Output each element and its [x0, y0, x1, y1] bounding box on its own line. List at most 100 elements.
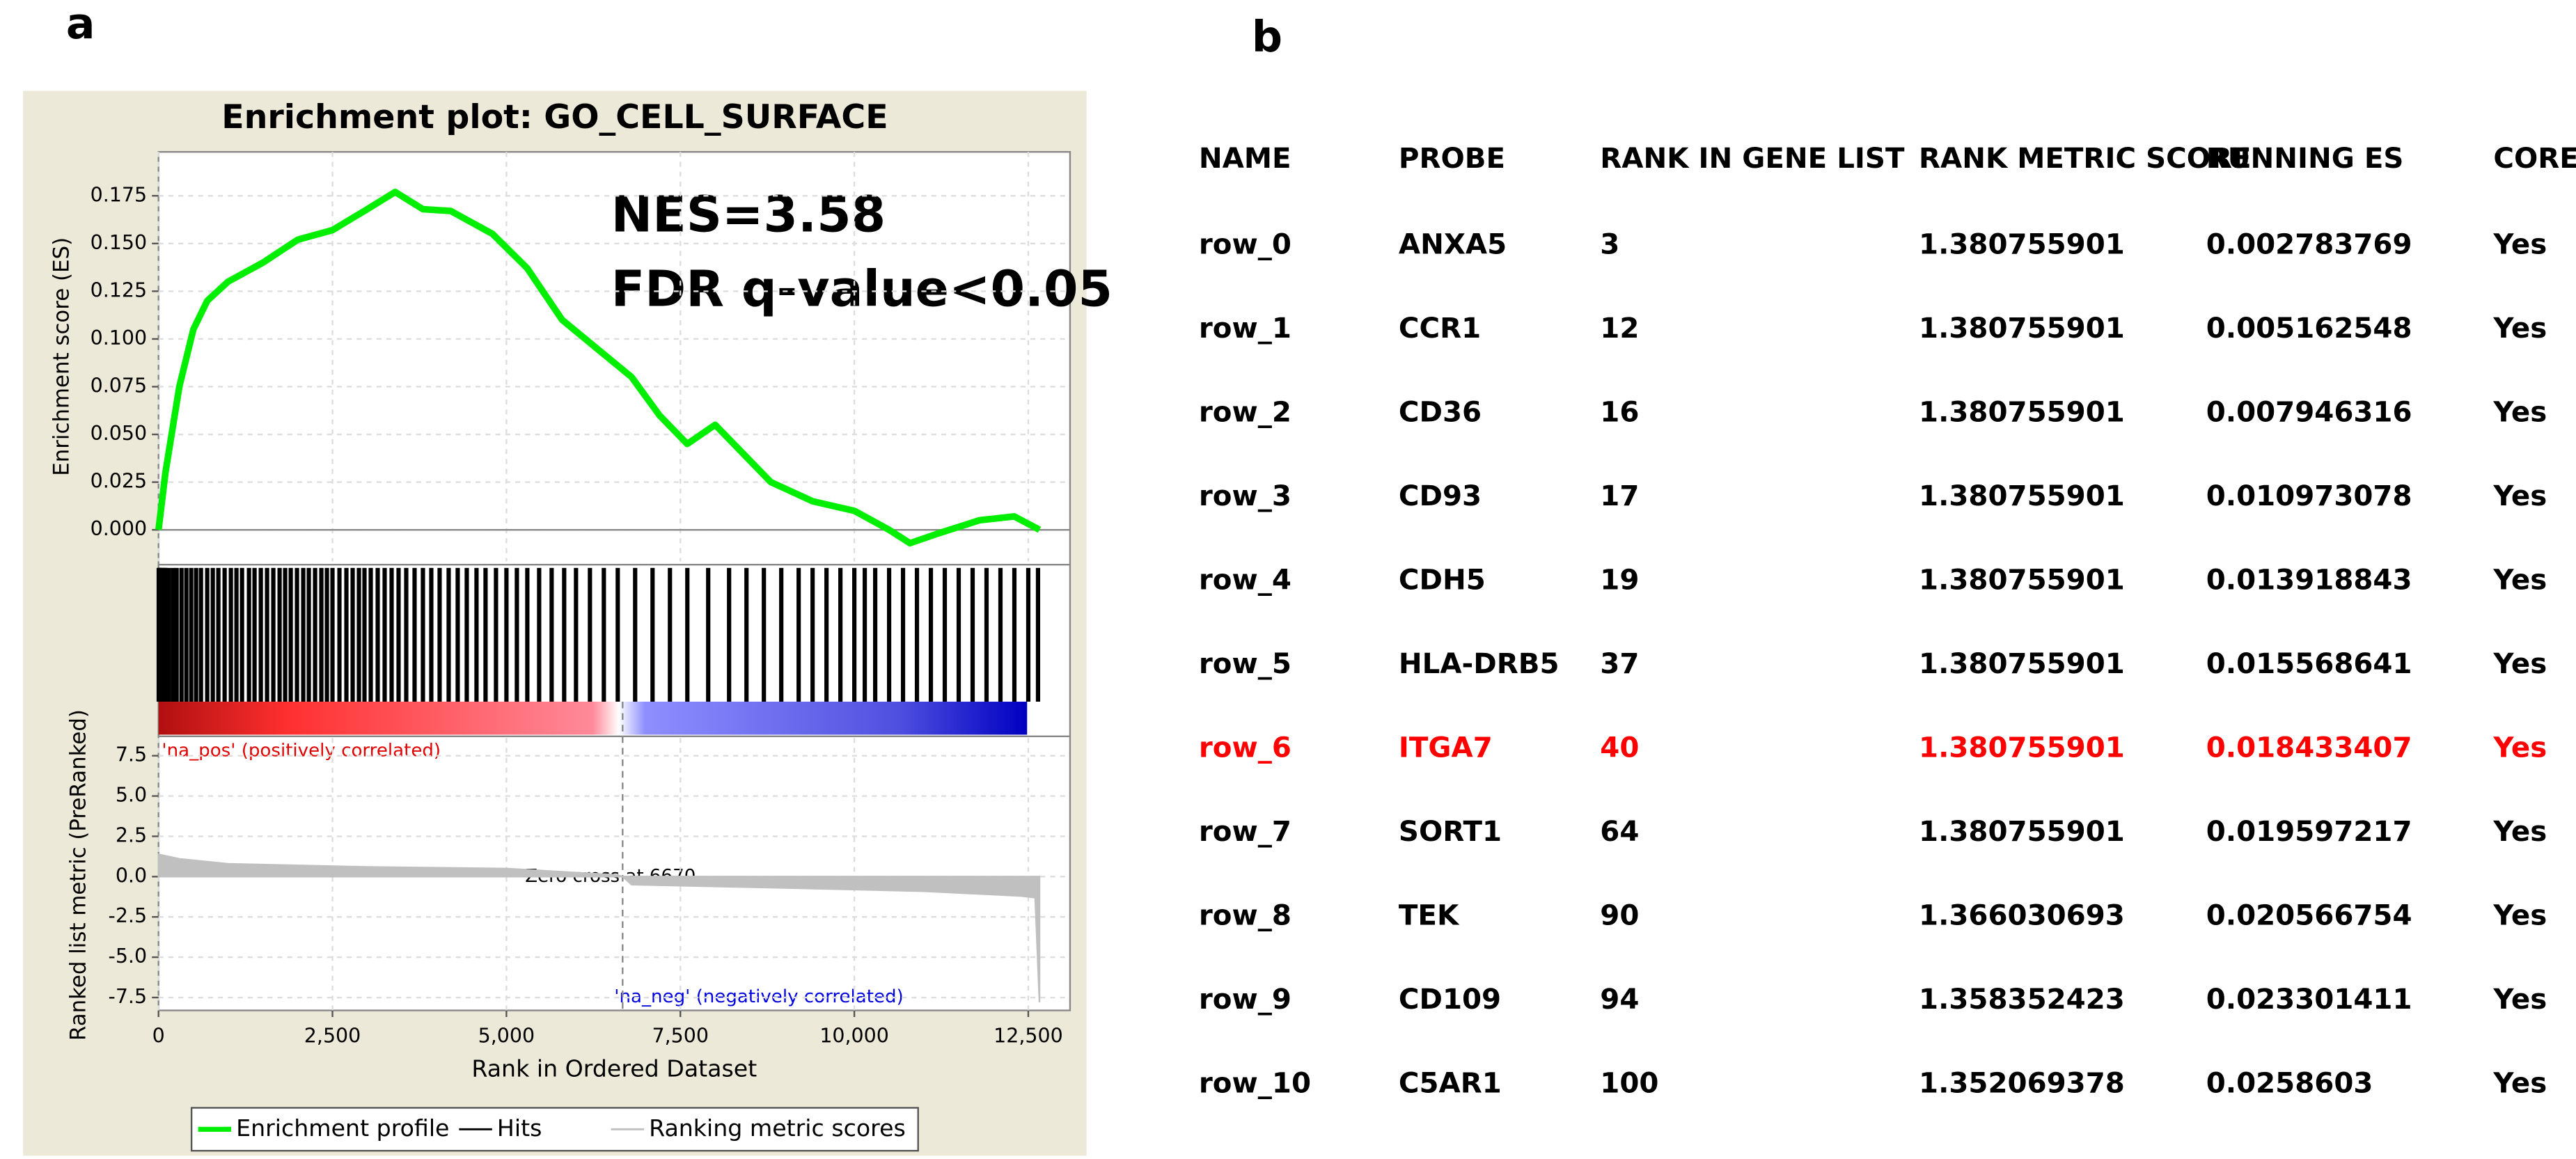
- y-tick-label: 0.000: [91, 517, 147, 540]
- table-header: RANK METRIC SCORE: [1919, 142, 2252, 175]
- color-bar: [158, 702, 1028, 735]
- table-cell: 1.380755901: [1919, 312, 2125, 345]
- metric-area: [157, 853, 1041, 1002]
- table-cell: CD93: [1399, 480, 1482, 512]
- x-tick-label: 7,500: [652, 1024, 709, 1047]
- table-cell: Yes: [2492, 312, 2547, 345]
- x-tick-label: 0: [152, 1024, 165, 1047]
- table-cell: Yes: [2492, 563, 2547, 596]
- table-cell: CD109: [1399, 983, 1501, 1016]
- table-cell: TEK: [1399, 899, 1460, 931]
- y-tick-label: 0.075: [91, 374, 147, 397]
- table-cell: row_8: [1199, 899, 1291, 931]
- table-cell: row_4: [1199, 563, 1291, 596]
- table-cell: 1.380755901: [1919, 815, 2125, 848]
- table-cell: Yes: [2492, 1066, 2547, 1099]
- table-cell: 0.0258603: [2206, 1066, 2373, 1099]
- table-cell: 64: [1600, 815, 1639, 848]
- table-cell: 0.005162548: [2206, 312, 2412, 345]
- table-cell: 37: [1600, 647, 1639, 680]
- chart-title: Enrichment plot: GO_CELL_SURFACE: [221, 98, 888, 136]
- table-cell: Yes: [2492, 815, 2547, 848]
- y-tick-label: 0.100: [91, 326, 147, 349]
- table-cell: CDH5: [1399, 563, 1486, 596]
- y2-tick-label: 2.5: [116, 823, 147, 846]
- table-cell: Yes: [2492, 647, 2547, 680]
- table-cell: 1.380755901: [1919, 395, 2125, 428]
- table-cell: row_1: [1199, 312, 1291, 345]
- table-cell: HLA-DRB5: [1399, 647, 1560, 680]
- y-tick-label: 0.125: [91, 278, 147, 301]
- table-cell: row_10: [1199, 1066, 1311, 1099]
- table-cell: 12: [1600, 312, 1639, 345]
- table-cell: C5AR1: [1399, 1066, 1502, 1099]
- table-cell: 16: [1600, 395, 1639, 428]
- table-cell: 1.366030693: [1919, 899, 2125, 931]
- table-cell: 1.358352423: [1919, 983, 2125, 1016]
- table-cell: 1.380755901: [1919, 731, 2125, 764]
- legend: [190, 1107, 919, 1152]
- table-cell: SORT1: [1399, 815, 1502, 848]
- x-tick-label: 2,500: [304, 1024, 361, 1047]
- y2-axis-label: Ranked list metric (PreRanked): [65, 709, 91, 1041]
- table-cell: row_7: [1199, 815, 1291, 848]
- table-cell: 1.380755901: [1919, 480, 2125, 512]
- table-cell: row_2: [1199, 395, 1291, 428]
- y-tick-label: 0.175: [91, 183, 147, 206]
- table-cell: Yes: [2492, 983, 2547, 1016]
- annotation: FDR q-value<0.05: [611, 260, 1113, 317]
- y2-tick-label: 0.0: [116, 864, 147, 887]
- table-cell: 0.019597217: [2206, 815, 2412, 848]
- table-cell: 94: [1600, 983, 1639, 1016]
- table: NAME PROBE RANK IN GENE LIST RANK METRIC SC…: [1199, 142, 2576, 1099]
- table-cell: 1.380755901: [1919, 647, 2125, 680]
- x-tick-label: 12,500: [994, 1024, 1063, 1047]
- table-cell: Yes: [2492, 731, 2547, 764]
- table-cell: 0.010973078: [2206, 480, 2412, 512]
- table-cell: 0.015568641: [2206, 647, 2412, 680]
- table-cell: Yes: [2492, 480, 2547, 512]
- y-tick-label: 0.050: [91, 422, 147, 445]
- table-cell: 90: [1600, 899, 1639, 931]
- table-cell: Yes: [2492, 228, 2547, 260]
- table-cell: Yes: [2492, 899, 2547, 931]
- table-header: CORE ENRIC: [2493, 142, 2576, 175]
- table-cell: 1.380755901: [1919, 563, 2125, 596]
- legend-label: Ranking metric scores: [649, 1114, 906, 1142]
- table-cell: row_5: [1199, 647, 1291, 680]
- table-cell: 0.013918843: [2206, 563, 2412, 596]
- table-header: PROBE: [1399, 142, 1505, 175]
- table-cell: row_0: [1199, 228, 1291, 260]
- table-cell: 3: [1600, 228, 1619, 260]
- y2-tick-label: -2.5: [109, 904, 148, 927]
- table-cell: row_3: [1199, 480, 1291, 512]
- legend-label: Hits: [497, 1114, 542, 1142]
- table-cell: ANXA5: [1399, 228, 1507, 260]
- y-tick-label: 0.025: [91, 470, 147, 493]
- table-cell: 0.023301411: [2206, 983, 2412, 1016]
- y2-tick-label: 7.5: [116, 743, 147, 766]
- legend-label: Enrichment profile: [236, 1114, 449, 1142]
- table-cell: ITGA7: [1399, 731, 1493, 764]
- annotation: 'na_pos' (positively correlated): [162, 741, 441, 762]
- table-cell: 0.007946316: [2206, 395, 2412, 428]
- y-tick-label: 0.150: [91, 231, 147, 254]
- table-cell: 19: [1600, 563, 1639, 596]
- table-cell: Yes: [2492, 395, 2547, 428]
- table-cell: 0.018433407: [2206, 731, 2412, 764]
- table-cell: 0.002783769: [2206, 228, 2412, 260]
- table-cell: row_9: [1199, 983, 1291, 1016]
- table-cell: 1.380755901: [1919, 228, 2125, 260]
- y2-tick-label: -7.5: [109, 985, 148, 1008]
- table-cell: row_6: [1199, 731, 1291, 764]
- y2-tick-label: 5.0: [116, 784, 147, 807]
- y-axis-label: Enrichment score (ES): [49, 237, 74, 476]
- annotation: NES=3.58: [611, 186, 886, 244]
- table-header: NAME: [1199, 142, 1291, 175]
- x-tick-label: 5,000: [478, 1024, 535, 1047]
- table-cell: 0.020566754: [2206, 899, 2412, 931]
- panel-label: a: [66, 0, 95, 49]
- table-cell: CCR1: [1399, 312, 1481, 345]
